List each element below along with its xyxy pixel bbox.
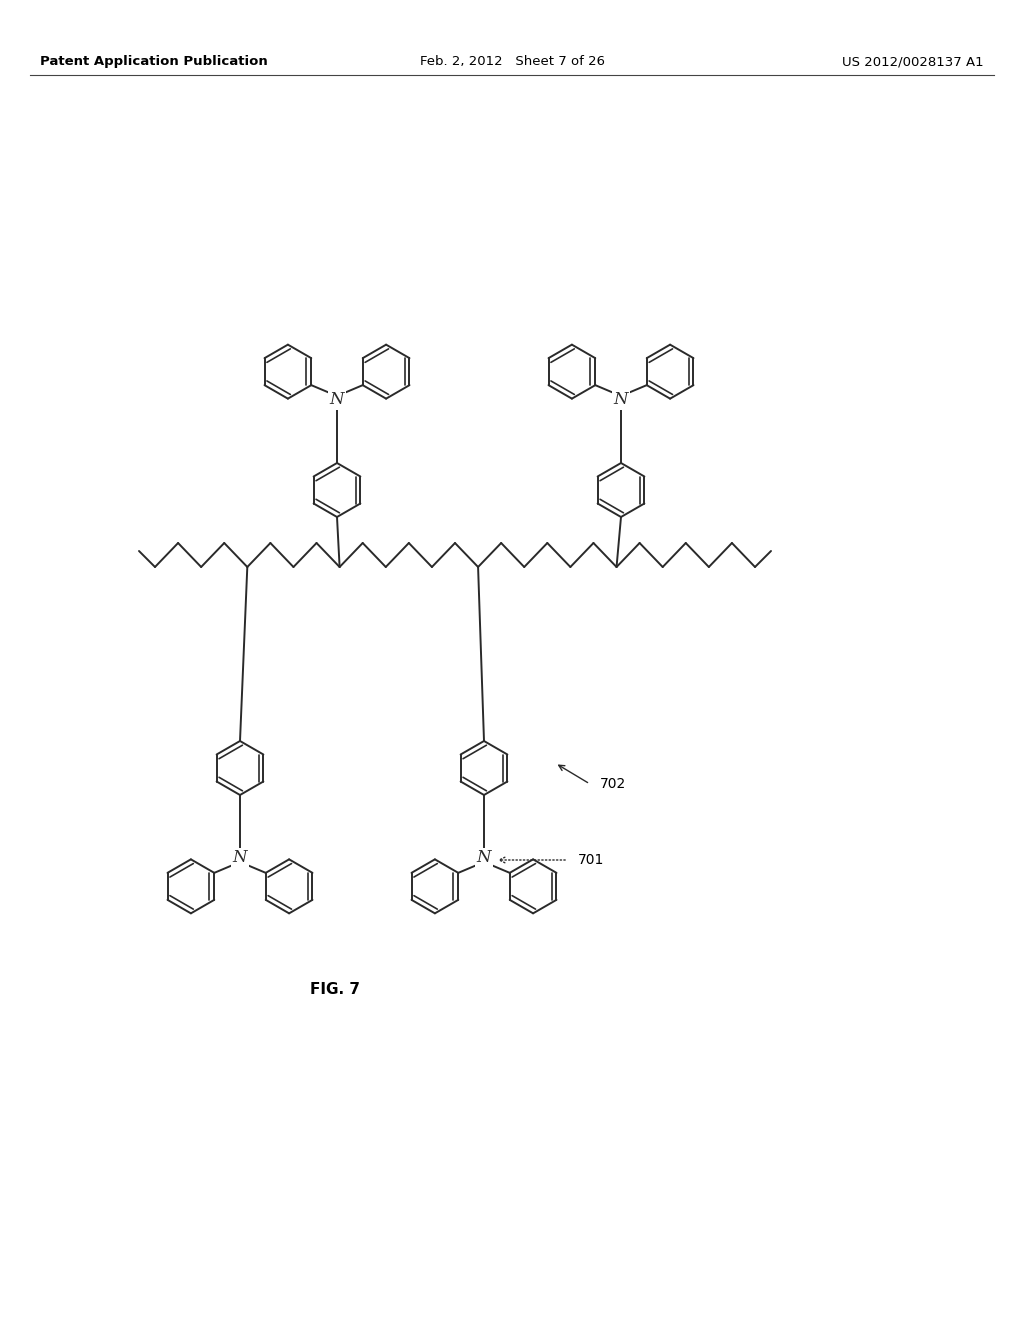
Text: Patent Application Publication: Patent Application Publication	[40, 55, 267, 69]
Text: N: N	[613, 392, 629, 408]
Text: 702: 702	[600, 777, 627, 791]
Text: Feb. 2, 2012   Sheet 7 of 26: Feb. 2, 2012 Sheet 7 of 26	[420, 55, 604, 69]
Text: FIG. 7: FIG. 7	[310, 982, 360, 998]
Text: 701: 701	[578, 853, 604, 867]
Text: N: N	[477, 850, 492, 866]
Text: N: N	[330, 392, 344, 408]
Text: N: N	[232, 850, 247, 866]
Text: US 2012/0028137 A1: US 2012/0028137 A1	[843, 55, 984, 69]
